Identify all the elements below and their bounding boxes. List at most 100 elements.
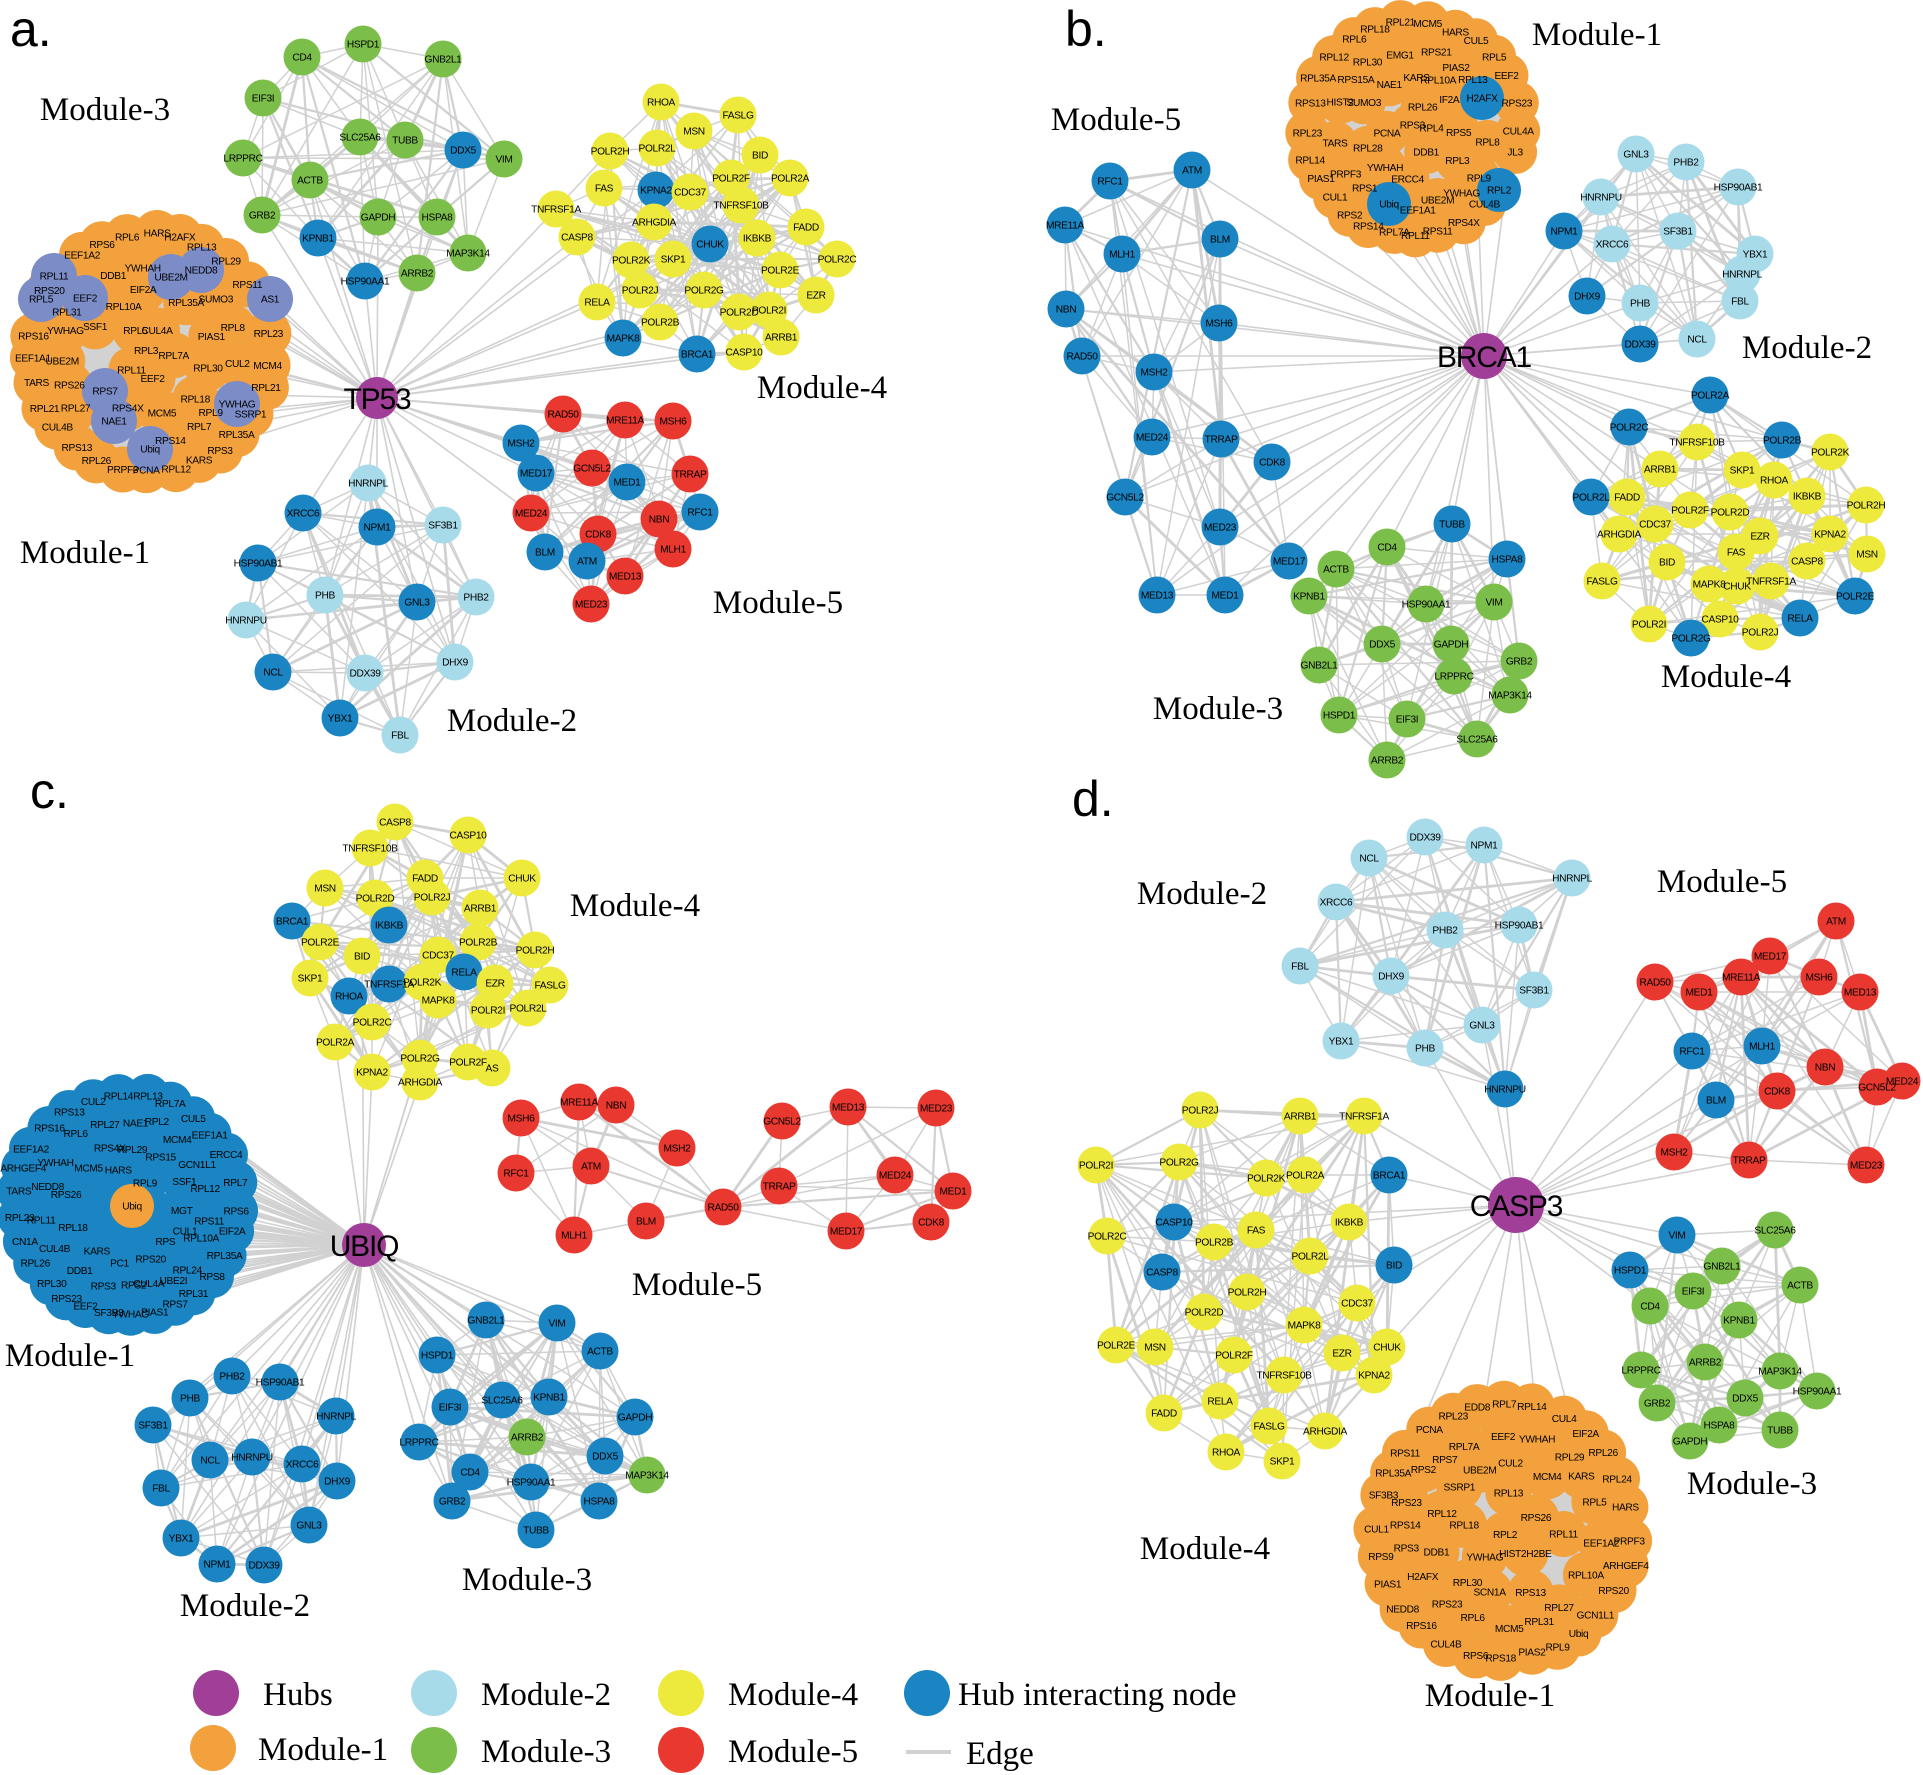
svg-text:RPS26: RPS26 [54, 380, 85, 391]
svg-text:UBIQ: UBIQ [330, 1230, 399, 1263]
svg-text:EMG1: EMG1 [1386, 50, 1414, 61]
svg-text:DHX9: DHX9 [324, 1477, 350, 1488]
svg-text:SF3B3: SF3B3 [94, 1308, 124, 1319]
svg-text:Module-3: Module-3 [462, 1562, 592, 1598]
svg-text:POLR2G: POLR2G [1671, 634, 1711, 645]
svg-text:POLR2A: POLR2A [1286, 1171, 1325, 1182]
svg-text:RPS3: RPS3 [1400, 120, 1426, 131]
svg-text:KPNB1: KPNB1 [1293, 592, 1325, 603]
svg-text:POLR2L: POLR2L [510, 1004, 548, 1015]
svg-text:EZR: EZR [806, 291, 825, 302]
svg-text:FADD: FADD [1614, 493, 1640, 504]
svg-text:MED13: MED13 [832, 1103, 865, 1114]
svg-text:CUL1: CUL1 [173, 1226, 198, 1237]
svg-text:RPS4X: RPS4X [112, 403, 144, 414]
svg-text:POLR2E: POLR2E [761, 266, 800, 277]
svg-text:RPS5: RPS5 [1446, 128, 1472, 139]
svg-text:DHX9: DHX9 [1574, 292, 1600, 303]
svg-text:RPL31: RPL31 [1524, 1617, 1554, 1628]
svg-text:PC1: PC1 [110, 1259, 129, 1270]
svg-text:BRCA1: BRCA1 [681, 350, 714, 361]
svg-text:GAPDH: GAPDH [1673, 1437, 1707, 1448]
svg-text:YWHAH: YWHAH [1367, 163, 1403, 174]
svg-text:HSPA8: HSPA8 [422, 213, 454, 224]
svg-text:RPS3: RPS3 [1394, 1544, 1420, 1555]
svg-text:Module-5: Module-5 [1051, 102, 1181, 138]
svg-text:TARS: TARS [6, 1186, 32, 1197]
svg-text:MSH6: MSH6 [508, 1114, 536, 1125]
svg-text:HARS: HARS [105, 1165, 132, 1176]
svg-text:MED1: MED1 [1212, 591, 1240, 602]
svg-text:AS: AS [486, 1064, 499, 1075]
svg-text:EEF1A1: EEF1A1 [1400, 205, 1437, 216]
svg-text:EIF3I: EIF3I [439, 1403, 462, 1414]
svg-text:HIST2: HIST2 [1327, 98, 1355, 109]
svg-text:BID: BID [1659, 558, 1675, 569]
svg-text:GRB2: GRB2 [1644, 1399, 1671, 1410]
svg-text:CN1A: CN1A [12, 1237, 38, 1248]
svg-text:CUL4A: CUL4A [141, 326, 173, 337]
svg-text:TNFRSF1A: TNFRSF1A [364, 980, 414, 991]
svg-text:RPL9: RPL9 [1545, 1642, 1570, 1653]
svg-text:YWHAG: YWHAG [1443, 188, 1480, 199]
svg-text:CD4: CD4 [1640, 1302, 1660, 1313]
svg-text:POLR2F: POLR2F [1215, 1351, 1253, 1362]
svg-text:HSPD1: HSPD1 [421, 1351, 454, 1362]
svg-text:KARS: KARS [1568, 1472, 1595, 1483]
svg-text:ARRB2: ARRB2 [1371, 756, 1404, 767]
svg-text:RPS21: RPS21 [1421, 48, 1452, 59]
svg-text:SF3B1: SF3B1 [138, 1421, 168, 1432]
svg-text:BLM: BLM [1706, 1096, 1726, 1107]
svg-text:GNL3: GNL3 [404, 598, 430, 609]
svg-text:RPL12: RPL12 [1319, 53, 1349, 64]
svg-text:POLR2E: POLR2E [301, 938, 340, 949]
svg-text:RPL4: RPL4 [1419, 124, 1444, 135]
svg-text:RPS23: RPS23 [1391, 1498, 1422, 1509]
svg-text:DDX5: DDX5 [450, 146, 476, 157]
svg-text:FASLG: FASLG [1253, 1422, 1285, 1433]
svg-text:GAPDH: GAPDH [1434, 640, 1468, 651]
svg-text:NPM1: NPM1 [1551, 227, 1579, 238]
svg-text:YBX1: YBX1 [169, 1534, 194, 1545]
svg-text:EIF2A: EIF2A [130, 285, 157, 296]
svg-text:POLR2D: POLR2D [1711, 508, 1750, 519]
svg-text:IKBKB: IKBKB [743, 234, 772, 245]
svg-text:XRCC6: XRCC6 [286, 1460, 319, 1471]
svg-text:RHOA: RHOA [1212, 1448, 1241, 1459]
svg-text:MCM5: MCM5 [1495, 1624, 1524, 1635]
svg-text:POLR2F: POLR2F [712, 174, 750, 185]
svg-text:RPL7: RPL7 [223, 1178, 248, 1189]
svg-text:RPL12: RPL12 [161, 465, 191, 476]
svg-text:a.: a. [10, 1, 52, 57]
svg-text:HSP90AB1: HSP90AB1 [1495, 921, 1544, 932]
svg-text:NPM1: NPM1 [1471, 841, 1499, 852]
svg-text:EIF3I: EIF3I [1396, 715, 1419, 726]
svg-text:Module-4: Module-4 [757, 370, 887, 406]
svg-text:DHX9: DHX9 [442, 658, 468, 669]
svg-text:MED23: MED23 [920, 1104, 953, 1115]
svg-text:POLR2B: POLR2B [1763, 436, 1802, 447]
svg-text:KARS: KARS [1403, 73, 1430, 84]
svg-text:Module-1: Module-1 [258, 1732, 388, 1768]
svg-text:SSRP1: SSRP1 [1443, 1482, 1475, 1493]
svg-text:BRCA1: BRCA1 [1373, 1171, 1406, 1182]
svg-text:MRE11A: MRE11A [1046, 221, 1084, 232]
svg-text:Module-4: Module-4 [1661, 659, 1791, 695]
svg-text:HSPD1: HSPD1 [347, 40, 380, 51]
svg-text:CASP10: CASP10 [450, 831, 488, 842]
svg-text:BRCA1: BRCA1 [1437, 341, 1532, 374]
svg-text:RPS4X: RPS4X [1448, 218, 1480, 229]
svg-text:EEF1A2: EEF1A2 [1583, 1539, 1620, 1550]
svg-text:CDK8: CDK8 [918, 1218, 944, 1229]
svg-text:DDX39: DDX39 [248, 1561, 280, 1572]
svg-text:PHB2: PHB2 [1673, 158, 1699, 169]
svg-text:YWHAH: YWHAH [1519, 1435, 1555, 1446]
svg-text:YWHAG: YWHAG [112, 1309, 149, 1320]
svg-text:YWHAG: YWHAG [1466, 1552, 1503, 1563]
svg-text:YWHAH: YWHAH [37, 1158, 73, 1169]
svg-text:H2AFX: H2AFX [1407, 1572, 1439, 1583]
svg-text:CDC37: CDC37 [422, 951, 454, 962]
svg-text:POLR2A: POLR2A [1691, 391, 1730, 402]
svg-text:FADD: FADD [793, 223, 819, 234]
svg-text:ARRB2: ARRB2 [1689, 1358, 1722, 1369]
